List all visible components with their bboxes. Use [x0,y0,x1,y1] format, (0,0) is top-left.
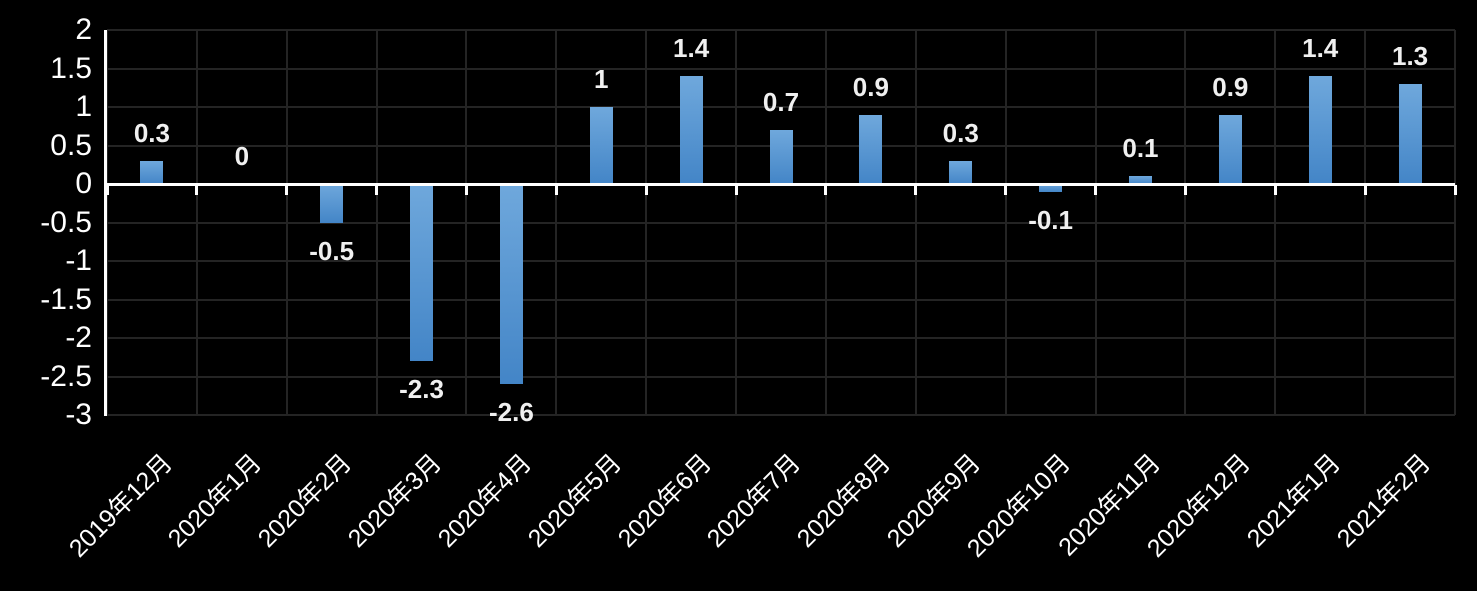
x-axis-tick [464,185,468,195]
h-gridline [107,221,1455,224]
bar [589,107,613,184]
v-gridline [1274,30,1277,415]
x-category-label: 2020年4月 [432,448,537,554]
x-axis-tick [1004,185,1008,195]
h-gridline [107,298,1455,301]
x-axis-tick [105,185,109,195]
y-tick-label: 2 [75,13,92,46]
v-gridline [914,30,917,415]
bar [140,160,164,184]
x-axis-tick [285,185,289,195]
bar [679,76,703,184]
y-tick-label: -1.5 [40,282,92,316]
bar-value-label: 1.4 [1302,33,1339,64]
bar-value-label: -0.1 [1028,204,1073,235]
zero-axis-line [104,182,1455,186]
y-tick-label: -0.5 [40,205,92,239]
bar-value-label: 0.7 [762,87,800,118]
bar [1308,76,1332,184]
bar-value-label: 0.1 [1122,133,1159,164]
h-gridline [107,414,1455,416]
x-category-label: 2020年5月 [522,448,627,554]
h-gridline [107,375,1455,378]
x-axis-tick [1453,185,1457,195]
h-gridline [107,106,1455,108]
h-gridline [107,29,1455,31]
x-axis-tick [1094,185,1098,195]
x-axis-tick [914,185,918,195]
y-tick-label: 1 [75,90,92,123]
x-axis-tick [375,185,379,195]
v-gridline [1004,30,1007,415]
v-gridline [1094,30,1097,415]
bar [949,160,973,184]
y-tick-label: -1 [65,244,92,277]
x-axis-tick [1363,185,1367,195]
v-gridline [1184,30,1187,415]
v-gridline [555,30,558,415]
x-category-label: 2020年8月 [792,448,897,554]
v-gridline [195,30,198,415]
x-axis-tick [195,185,199,195]
y-tick-label: -2 [65,321,92,354]
x-axis-tick [644,185,648,195]
h-gridline [107,337,1455,339]
x-axis-tick [1273,185,1277,195]
y-tick-label: -3 [65,398,92,431]
v-gridline [645,30,648,415]
x-category-label: 2020年1月 [162,448,268,554]
x-category-label: 2020年2月 [252,448,358,554]
bar [1218,114,1242,184]
x-category-label: 2021年1月 [1241,448,1346,554]
bar-value-label: 0.9 [852,71,889,102]
x-axis-tick [554,185,558,195]
y-tick-label: -2.5 [40,359,92,393]
bar [499,184,523,385]
v-gridline [106,30,108,415]
v-gridline [1364,30,1367,415]
v-gridline [824,30,827,415]
bar-value-label: 1.4 [673,33,710,64]
bar [1039,184,1063,192]
bar-value-label: -2.6 [488,397,534,428]
bar-value-label: -2.3 [399,374,444,405]
bar [1398,83,1422,184]
x-axis-tick [734,185,738,195]
v-gridline [1454,30,1456,415]
h-gridline [107,260,1455,262]
bar [1128,176,1152,184]
bar-value-label: 1 [594,64,609,94]
y-tick-label: 1.5 [50,51,92,85]
y-tick-label: 0 [75,167,92,200]
v-gridline [375,30,378,415]
bar-value-label: 0.3 [133,117,170,148]
bar-value-label: 0.9 [1212,71,1249,102]
bar-value-label: -0.5 [309,235,355,266]
bar-value-label: 0 [234,141,250,171]
bar-value-label: 1.3 [1391,40,1429,71]
x-category-label: 2021年2月 [1331,448,1436,554]
x-category-label: 2019年12月 [63,448,178,563]
y-axis-line [104,30,107,416]
v-gridline [285,30,288,415]
v-gridline [465,30,468,415]
y-tick-label: 0.5 [50,128,92,162]
v-gridline [735,30,738,415]
x-category-label: 2020年3月 [342,448,448,554]
x-axis-tick [1183,185,1187,195]
bar [769,130,793,184]
bar [859,114,883,184]
bar [320,184,344,223]
x-category-label: 2020年7月 [702,448,807,554]
x-category-label: 2020年6月 [612,448,717,554]
h-gridline [107,67,1455,70]
bar-value-label: 0.3 [942,117,979,148]
bar [410,184,434,362]
x-axis-tick [824,185,828,195]
